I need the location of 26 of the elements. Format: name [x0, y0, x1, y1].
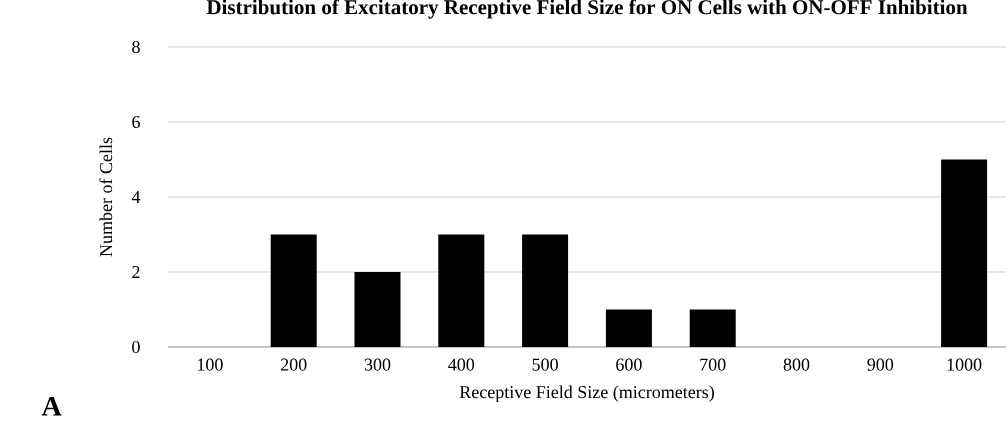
- chart-title: Distribution of Excitatory Receptive Field Size for ON Cells with ON-OFF Inhibition: [206, 0, 968, 19]
- bar: [438, 234, 485, 347]
- y-tick-label: 0: [132, 340, 140, 354]
- bar: [689, 309, 736, 347]
- x-axis-title: Receptive Field Size (micrometers): [459, 385, 714, 402]
- y-tick-label: 6: [132, 115, 140, 129]
- y-tick-label: 8: [132, 40, 140, 54]
- x-tick-label: 300: [364, 358, 391, 371]
- x-tick-label: 400: [448, 358, 475, 371]
- text: A: [41, 396, 62, 416]
- y-axis-title: Number of Cells: [99, 137, 113, 257]
- bar: [522, 234, 569, 347]
- bar: [941, 159, 988, 347]
- x-tick-label: 800: [783, 358, 810, 371]
- x-tick-label: 1000: [947, 358, 982, 371]
- y-tick-label: 4: [131, 191, 141, 203]
- bar: [270, 234, 317, 347]
- x-tick-label: 900: [867, 358, 894, 371]
- y-tick-label: 2: [132, 266, 140, 278]
- bar: [354, 272, 401, 347]
- x-tick-label: 500: [532, 358, 558, 371]
- x-tick-label: 100: [197, 358, 223, 371]
- x-tick-label: 700: [700, 358, 726, 371]
- x-tick-label: 200: [280, 358, 307, 371]
- x-tick-label: 600: [616, 358, 642, 371]
- bar: [605, 309, 652, 347]
